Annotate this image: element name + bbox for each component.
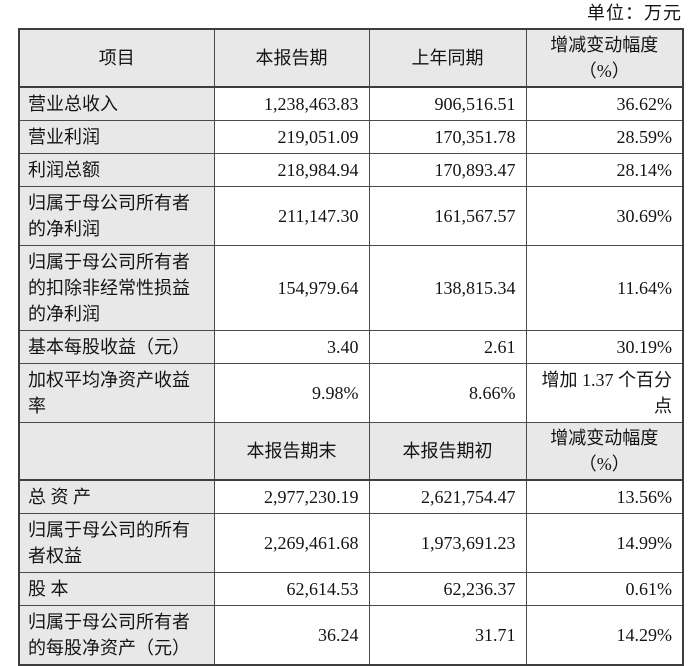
value-current: 2,269,461.68 (213, 513, 370, 573)
value-change: 13.56% (525, 479, 684, 514)
table-row-net-profit-parent: 归属于母公司所有者的净利润 211,147.30 161,567.57 30.6… (18, 186, 684, 246)
row-label: 股 本 (18, 572, 215, 606)
financial-summary-table: 项目 本报告期 上年同期 增减变动幅度（%） 营业总收入 1,238,463.8… (18, 28, 684, 666)
header-row-period: 项目 本报告期 上年同期 增减变动幅度（%） (18, 28, 684, 88)
value-current: 36.24 (213, 605, 370, 666)
row-label: 归属于母公司所有者的净利润 (18, 186, 215, 246)
value-prior: 138,815.34 (368, 245, 527, 331)
value-change: 28.14% (525, 153, 684, 187)
header-change-pct-text: 增减变动幅度（%） (550, 35, 659, 81)
value-current: 211,147.30 (213, 186, 370, 246)
table-row-weighted-avg-roe: 加权平均净资产收益率 9.98% 8.66% 增加 1.37 个百分点 (18, 363, 684, 423)
header-period-begin: 本报告期初 (368, 422, 527, 481)
header-change-pct: 增减变动幅度（%） (525, 28, 684, 88)
value-current: 9.98% (213, 363, 370, 423)
value-prior: 2.61 (368, 330, 527, 364)
row-label: 营业总收入 (18, 86, 215, 121)
table-row-share-capital: 股 本 62,614.53 62,236.37 0.61% (18, 572, 684, 606)
value-current: 219,051.09 (213, 120, 370, 154)
table-row-basic-eps: 基本每股收益（元） 3.40 2.61 30.19% (18, 330, 684, 364)
header-change-pct: 增减变动幅度（%） (525, 422, 684, 481)
row-label: 基本每股收益（元） (18, 330, 215, 364)
value-prior: 170,351.78 (368, 120, 527, 154)
value-current: 2,977,230.19 (213, 479, 370, 514)
value-prior: 62,236.37 (368, 572, 527, 606)
value-prior: 170,893.47 (368, 153, 527, 187)
header-row-period-end: 本报告期末 本报告期初 增减变动幅度（%） (18, 422, 684, 481)
value-prior: 161,567.57 (368, 186, 527, 246)
value-prior: 8.66% (368, 363, 527, 423)
value-change: 14.29% (525, 605, 684, 666)
table-row-operating-profit: 营业利润 219,051.09 170,351.78 28.59% (18, 120, 684, 154)
table-row-equity-parent: 归属于母公司的所有者权益 2,269,461.68 1,973,691.23 1… (18, 513, 684, 573)
value-change: 11.64% (525, 245, 684, 331)
value-prior: 31.71 (368, 605, 527, 666)
row-label: 归属于母公司所有者的每股净资产（元） (18, 605, 215, 666)
value-change: 30.69% (525, 186, 684, 246)
subheader-empty-cell (18, 422, 215, 481)
value-change: 14.99% (525, 513, 684, 573)
header-current-period: 本报告期 (213, 28, 370, 88)
value-change: 增加 1.37 个百分点 (525, 363, 684, 423)
header-item: 项目 (18, 28, 215, 88)
header-period-end: 本报告期末 (213, 422, 370, 481)
value-current: 3.40 (213, 330, 370, 364)
value-prior: 906,516.51 (368, 86, 527, 121)
value-change: 28.59% (525, 120, 684, 154)
header-change-pct-text: 增减变动幅度（%） (550, 428, 659, 474)
value-current: 154,979.64 (213, 245, 370, 331)
value-current: 1,238,463.83 (213, 86, 370, 121)
row-label: 归属于母公司的所有者权益 (18, 513, 215, 573)
value-current: 218,984.94 (213, 153, 370, 187)
unit-label: 单位：万元 (587, 3, 682, 23)
value-prior: 2,621,754.47 (368, 479, 527, 514)
table-row-net-profit-deducting-nonrecurring: 归属于母公司所有者的扣除非经常性损益的净利润 154,979.64 138,81… (18, 245, 684, 331)
row-label: 归属于母公司所有者的扣除非经常性损益的净利润 (18, 245, 215, 331)
value-current: 62,614.53 (213, 572, 370, 606)
table-row-net-assets-per-share: 归属于母公司所有者的每股净资产（元） 36.24 31.71 14.29% (18, 605, 684, 666)
table-row-total-profit: 利润总额 218,984.94 170,893.47 28.14% (18, 153, 684, 187)
row-label: 利润总额 (18, 153, 215, 187)
table-row-total-revenue: 营业总收入 1,238,463.83 906,516.51 36.62% (18, 86, 684, 121)
row-label: 总 资 产 (18, 479, 215, 514)
value-change: 30.19% (525, 330, 684, 364)
value-change: 36.62% (525, 86, 684, 121)
value-prior: 1,973,691.23 (368, 513, 527, 573)
header-prior-period: 上年同期 (368, 28, 527, 88)
table-row-total-assets: 总 资 产 2,977,230.19 2,621,754.47 13.56% (18, 479, 684, 514)
row-label: 加权平均净资产收益率 (18, 363, 215, 423)
row-label: 营业利润 (18, 120, 215, 154)
value-change: 0.61% (525, 572, 684, 606)
